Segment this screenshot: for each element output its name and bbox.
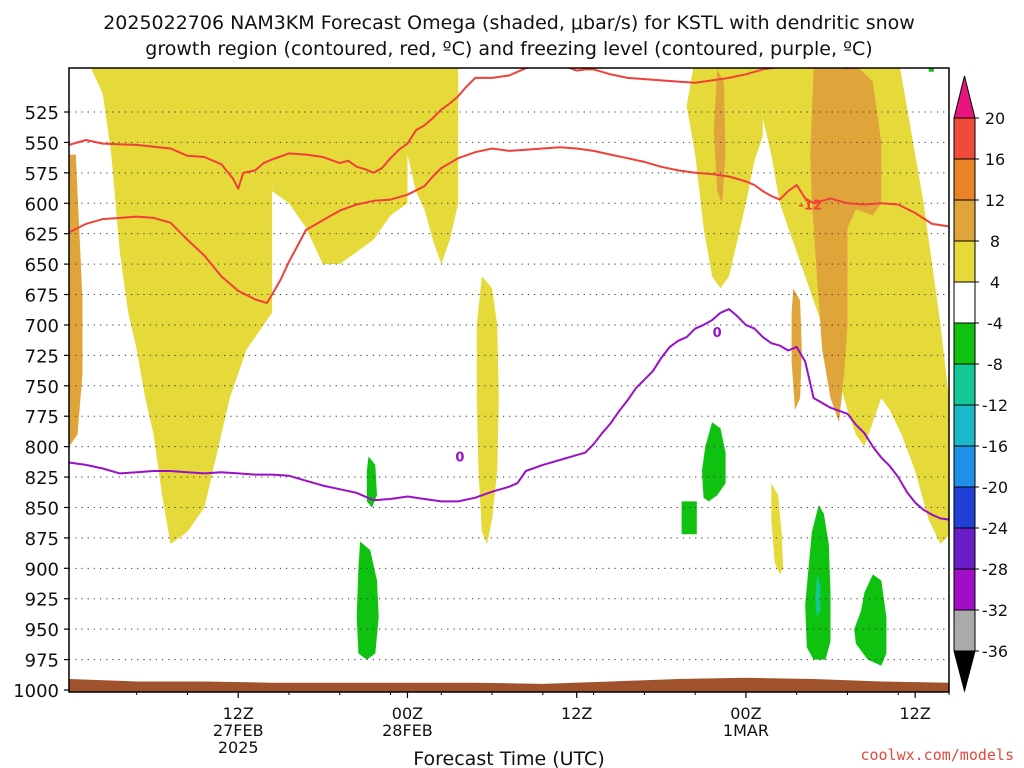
dgz-lower-contour xyxy=(69,146,949,304)
x-tick-label-36-1: 1MAR xyxy=(723,721,769,740)
omega-region-yellow-6 xyxy=(771,483,784,575)
colorbar-segment-9 xyxy=(953,486,976,529)
omega-region-yellow-5 xyxy=(476,276,499,544)
colorbar-segment-10 xyxy=(953,527,976,570)
freezing-level-contour xyxy=(69,308,949,521)
colorbar-label-1: 16 xyxy=(985,150,1005,169)
credit-text: coolwx.com/models xyxy=(860,746,1014,764)
x-tick-label-26-0: 12Z xyxy=(561,704,592,723)
omega-region-green-14 xyxy=(681,501,697,535)
y-tick-label-725: 725 xyxy=(25,346,59,367)
colorbar-label-12: -32 xyxy=(982,601,1008,620)
colorbar-label-2: 12 xyxy=(985,191,1005,210)
y-tick-label-650: 650 xyxy=(25,255,59,276)
omega-region-green-16 xyxy=(854,574,887,666)
colorbar-label-6: -8 xyxy=(987,355,1003,374)
colorbar-label-7: -12 xyxy=(982,396,1008,415)
omega-shading-layer xyxy=(69,68,949,666)
y-tick-label-600: 600 xyxy=(25,194,59,215)
colorbar-segment-0 xyxy=(953,117,976,160)
y-tick-label-825: 825 xyxy=(25,468,59,489)
terrain-layer xyxy=(69,677,949,692)
omega-region-yellow-4 xyxy=(762,68,949,544)
omega-region-orange-9 xyxy=(810,68,882,423)
colorbar-segment-1 xyxy=(953,158,976,201)
y-tick-label-550: 550 xyxy=(25,133,59,154)
x-tick-label-6-2: 2025 xyxy=(218,738,259,757)
contour-label-layer: 0 0 -12 xyxy=(455,198,822,465)
colorbar-bottom-arrow xyxy=(953,650,976,693)
colorbar-top-arrow xyxy=(953,75,976,119)
colorbar-label-3: 8 xyxy=(990,232,1000,251)
y-tick-label-900: 900 xyxy=(25,559,59,580)
colorbar-segment-8 xyxy=(953,445,976,488)
y-tick-label-750: 750 xyxy=(25,377,59,398)
contour-label-2: -12 xyxy=(798,198,822,213)
colorbar-label-5: -4 xyxy=(987,314,1003,333)
y-tick-label-975: 975 xyxy=(25,651,59,672)
colorbar-segment-2 xyxy=(953,199,976,242)
colorbar-label-0: 20 xyxy=(985,109,1005,128)
contour-label-1: 0 xyxy=(713,326,722,341)
colorbar-label-8: -16 xyxy=(982,437,1008,456)
colorbar-segment-6 xyxy=(953,363,976,406)
colorbar-label-11: -28 xyxy=(982,560,1008,579)
y-tick-label-700: 700 xyxy=(25,316,59,337)
omega-region-yellow-0 xyxy=(90,68,273,544)
x-tick-label-6-0: 12Z xyxy=(223,704,254,723)
y-tick-label-850: 850 xyxy=(25,498,59,519)
contour-layer xyxy=(69,68,949,521)
x-tick-label-6-1: 27FEB xyxy=(213,721,264,740)
omega-region-yellow-3 xyxy=(686,68,763,289)
colorbar-segment-5 xyxy=(953,322,976,365)
colorbar-label-4: 4 xyxy=(990,273,1000,292)
x-tick-label-16-0: 00Z xyxy=(392,704,423,723)
x-tick-label-16-1: 28FEB xyxy=(382,721,433,740)
colorbar-segment-11 xyxy=(953,568,976,611)
omega-region-yellow-1 xyxy=(272,68,408,265)
y-tick-label-950: 950 xyxy=(25,620,59,641)
plot-frame xyxy=(68,67,950,693)
contour-label-0: 0 xyxy=(455,450,464,465)
omega-region-orange-8 xyxy=(713,69,726,204)
y-tick-label-925: 925 xyxy=(25,590,59,611)
omega-region-orange-10 xyxy=(791,288,802,411)
omega-region-green-11 xyxy=(366,456,377,508)
y-tick-label-875: 875 xyxy=(25,529,59,550)
omega-region-green-12 xyxy=(356,541,379,660)
colorbar-segment-3 xyxy=(953,240,976,283)
terrain-surface xyxy=(69,677,949,692)
colorbar-segment-4 xyxy=(953,281,976,324)
colorbar-label-13: -36 xyxy=(982,642,1008,661)
y-tick-label-625: 625 xyxy=(25,225,59,246)
omega-region-teal-18 xyxy=(815,574,821,617)
y-tick-label-800: 800 xyxy=(25,438,59,459)
y-tick-label-525: 525 xyxy=(25,103,59,124)
chart-title-line-2: growth region (contoured, red, ºC) and f… xyxy=(145,38,872,60)
x-tick-label-46-0: 12Z xyxy=(899,704,930,723)
y-tick-label-675: 675 xyxy=(25,286,59,307)
omega-region-green-13 xyxy=(701,422,726,502)
pressure-axis: 525 550 575 600 625 650 675 700 725 750 775 800 825 8… xyxy=(13,103,69,702)
omega-colorbar: 20 16 12 8 4 -4 -8 -12 -16 -20 -24 -28 -32 -36 xyxy=(953,75,1008,693)
colorbar-segment-12 xyxy=(953,609,976,652)
x-axis-label: Forecast Time (UTC) xyxy=(413,748,604,768)
y-tick-label-575: 575 xyxy=(25,164,59,185)
y-tick-label-1000: 1000 xyxy=(13,681,59,702)
omega-region-yellow-2 xyxy=(381,68,459,265)
colorbar-segment-7 xyxy=(953,404,976,447)
colorbar-label-10: -24 xyxy=(982,519,1008,538)
y-tick-label-775: 775 xyxy=(25,407,59,428)
omega-region-green-17 xyxy=(928,68,934,72)
colorbar-label-9: -20 xyxy=(982,478,1008,497)
dgz-upper-contour xyxy=(69,68,857,190)
x-tick-label-36-0: 00Z xyxy=(730,704,761,723)
chart-title-line-1: 2025022706 NAM3KM Forecast Omega (shaded… xyxy=(103,12,915,34)
